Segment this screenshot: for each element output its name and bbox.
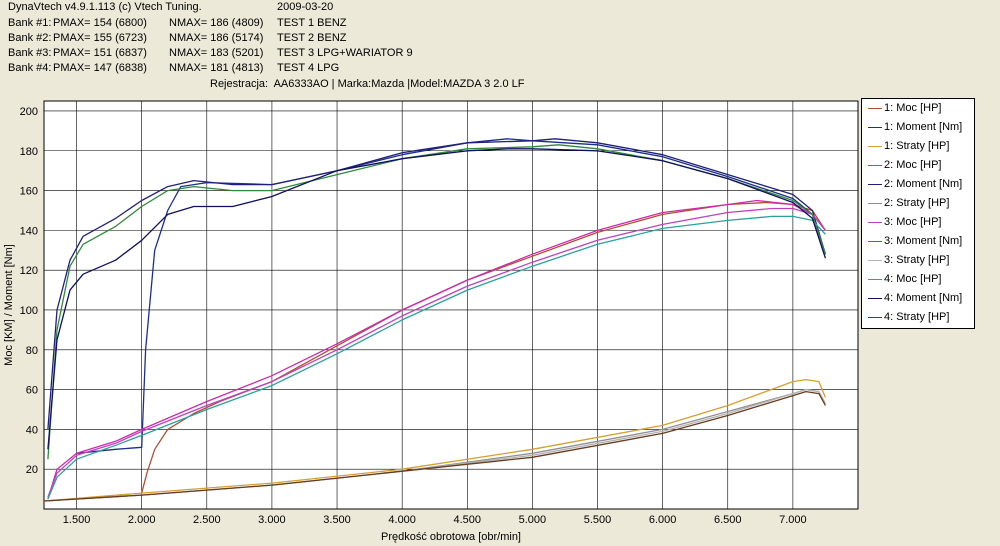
legend-item: 1: Moc [HP] xyxy=(862,99,974,118)
legend-swatch xyxy=(868,222,882,223)
legend-swatch xyxy=(868,184,882,185)
y-tick-label: 160 xyxy=(20,186,38,198)
legend-label: 3: Moc [HP] xyxy=(884,216,942,228)
legend-label: 4: Straty [HP] xyxy=(884,311,950,323)
bank-3-label: Bank #3: xyxy=(8,47,52,59)
legend-swatch xyxy=(868,146,882,147)
legend-item: 2: Moment [Nm] xyxy=(862,175,974,194)
series-line-3 xyxy=(43,378,827,502)
x-tick-label: 2.500 xyxy=(193,514,221,526)
legend-swatch xyxy=(868,108,882,109)
x-tick-label: 7.000 xyxy=(779,514,807,526)
tick-labels: 1.500 2.000 2.500 3.000 3.500 4.000 4.500 5.000… xyxy=(20,106,807,526)
series-line-2 xyxy=(76,138,827,454)
plot-area xyxy=(43,100,859,510)
legend-item: 1: Moment [Nm] xyxy=(862,118,974,137)
legend-label: 4: Moc [HP] xyxy=(884,273,942,285)
y-tick-label: 180 xyxy=(20,146,38,158)
legend-item: 3: Moment [Nm] xyxy=(862,232,974,251)
legend-swatch xyxy=(868,165,882,166)
bank-2-label: Bank #2: xyxy=(8,32,52,44)
legend-label: 3: Straty [HP] xyxy=(884,254,950,266)
y-tick-label: 100 xyxy=(20,305,38,317)
bank-4-pmax: PMAX= 147 (6838) xyxy=(53,62,147,74)
x-tick-label: 6.000 xyxy=(649,514,677,526)
bank-1-label: Bank #1: xyxy=(8,17,52,29)
bank-1-nmax: NMAX= 186 (4809) xyxy=(169,17,264,29)
x-tick-label: 6.500 xyxy=(714,514,742,526)
legend: 1: Moc [HP] 1: Moment [Nm] 1: Straty [HP] 2… xyxy=(861,98,975,329)
legend-label: 2: Moment [Nm] xyxy=(884,178,963,190)
legend-swatch xyxy=(868,127,882,128)
legend-item: 2: Moc [HP] xyxy=(862,156,974,175)
legend-item: 2: Straty [HP] xyxy=(862,194,974,213)
y-tick-label: 140 xyxy=(20,225,38,237)
series-line-12 xyxy=(43,390,826,502)
legend-label: 3: Moment [Nm] xyxy=(884,235,963,247)
bank-2-test: TEST 2 BENZ xyxy=(277,32,347,44)
bank-3-nmax: NMAX= 183 (5201) xyxy=(169,47,264,59)
legend-swatch xyxy=(868,241,882,242)
y-tick-label: 20 xyxy=(26,464,38,476)
report-date: 2009-03-20 xyxy=(277,1,334,13)
legend-swatch xyxy=(868,203,882,204)
legend-label: 1: Straty [HP] xyxy=(884,140,950,152)
legend-label: 2: Moc [HP] xyxy=(884,159,942,171)
x-tick-label: 5.000 xyxy=(519,514,547,526)
y-tick-label: 200 xyxy=(20,106,38,118)
legend-label: 1: Moment [Nm] xyxy=(884,121,963,133)
y-tick-label: 120 xyxy=(20,265,38,277)
legend-swatch xyxy=(868,317,882,318)
bank-2-nmax: NMAX= 186 (5174) xyxy=(169,32,264,44)
legend-label: 4: Moment [Nm] xyxy=(884,292,963,304)
bank-4-label: Bank #4: xyxy=(8,62,52,74)
series-lines xyxy=(43,138,827,502)
bank-4-nmax: NMAX= 181 (4813) xyxy=(169,62,264,74)
x-tick-label: 4.500 xyxy=(454,514,482,526)
x-tick-label: 4.000 xyxy=(388,514,416,526)
bank-3-pmax: PMAX= 151 (6837) xyxy=(53,47,147,59)
y-tick-label: 60 xyxy=(26,385,38,397)
series-line-4 xyxy=(47,199,826,500)
bank-1-pmax: PMAX= 154 (6800) xyxy=(53,17,147,29)
legend-swatch xyxy=(868,298,882,299)
legend-item: 4: Moment [Nm] xyxy=(862,289,974,308)
software-title: DynaVtech v4.9.1.113 (c) Vtech Tuning. xyxy=(8,1,202,13)
bank-3-test: TEST 3 LPG+WARIATOR 9 xyxy=(277,47,413,59)
legend-item: 4: Straty [HP] xyxy=(862,308,974,327)
bank-2-pmax: PMAX= 155 (6723) xyxy=(53,32,147,44)
legend-item: 1: Straty [HP] xyxy=(862,137,974,156)
legend-label: 1: Moc [HP] xyxy=(884,102,942,114)
legend-swatch xyxy=(868,279,882,280)
series-line-10 xyxy=(47,215,826,500)
legend-label: 2: Straty [HP] xyxy=(884,197,950,209)
x-tick-label: 1.500 xyxy=(63,514,91,526)
series-line-11 xyxy=(47,148,827,450)
x-axis-label: Prędkość obrotowa [obr/min] xyxy=(381,531,521,543)
x-tick-label: 2.000 xyxy=(128,514,156,526)
x-tick-label: 3.000 xyxy=(258,514,286,526)
y-axis-label: Moc [KM] / Moment [Nm] xyxy=(3,244,15,366)
y-tick-label: 80 xyxy=(26,345,38,357)
y-tick-label: 40 xyxy=(26,424,38,436)
x-tick-label: 3.500 xyxy=(323,514,351,526)
bank-1-test: TEST 1 BENZ xyxy=(277,17,347,29)
legend-item: 3: Straty [HP] xyxy=(862,251,974,270)
legend-swatch xyxy=(868,260,882,261)
series-line-7 xyxy=(47,207,826,498)
legend-item: 3: Moc [HP] xyxy=(862,213,974,232)
x-tick-label: 5.500 xyxy=(584,514,612,526)
bank-4-test: TEST 4 LPG xyxy=(277,62,340,74)
legend-item: 4: Moc [HP] xyxy=(862,270,974,289)
registration-info: Rejestracja: AA6333AO | Marka:Mazda |Mod… xyxy=(210,78,525,90)
